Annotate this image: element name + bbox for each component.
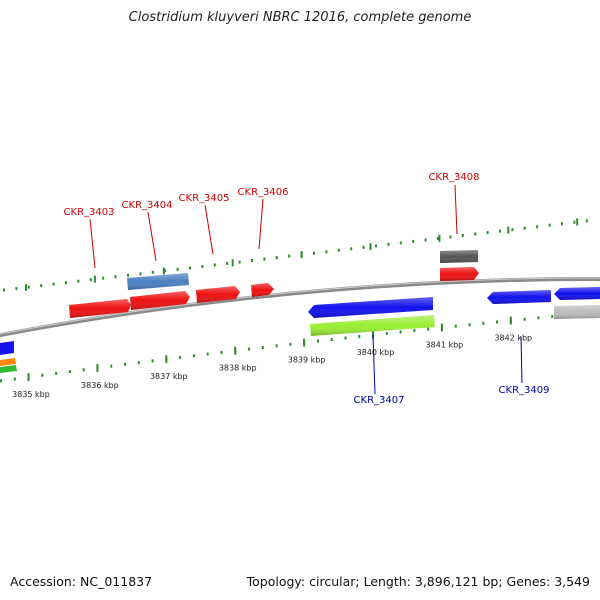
gene-leader-line — [454, 184, 458, 235]
gene-label: CKR_3409 — [499, 385, 550, 396]
gene-leader-line — [204, 204, 214, 255]
feature-blue-2[interactable] — [487, 290, 551, 304]
scale-labels: 3835 kbp 3836 kbp 3837 kbp 3838 kbp 3839 kbp… — [12, 334, 532, 400]
scale-label: 3837 kbp — [150, 372, 188, 381]
feature-green-left-edge[interactable] — [0, 365, 17, 373]
scale-label: 3839 kbp — [288, 356, 326, 365]
feature-darkgray-1[interactable] — [440, 250, 478, 263]
gene-label-leaders — [89, 184, 523, 395]
feature-lightgray-1[interactable] — [554, 305, 600, 319]
feature-blue-3[interactable] — [554, 287, 600, 300]
map-title: Clostridium kluyveri NBRC 12016, complet… — [128, 10, 472, 25]
gene-leader-line — [147, 211, 157, 262]
genome-backbone — [0, 277, 600, 338]
accession-text: Accession: NC_011837 — [10, 574, 153, 589]
feature-blue-1[interactable] — [308, 297, 433, 318]
feature-blue-left-edge[interactable] — [0, 341, 14, 355]
gene-label: CKR_3403 — [64, 207, 115, 218]
gene-label: CKR_3404 — [122, 200, 173, 211]
gene-label: CKR_3406 — [238, 187, 289, 198]
feature-red-1[interactable] — [69, 299, 131, 318]
scale-ticks-bottom — [0, 311, 595, 383]
scale-label: 3841 kbp — [426, 341, 464, 350]
gene-label: CKR_3408 — [429, 172, 480, 183]
feature-red-3[interactable] — [196, 286, 240, 303]
scale-label: 3835 kbp — [12, 390, 50, 399]
gene-leader-line — [520, 336, 523, 384]
scale-label: 3836 kbp — [81, 381, 119, 390]
feature-red-2[interactable] — [130, 291, 190, 310]
scale-ticks-top — [3, 218, 588, 292]
feature-orange-left-edge[interactable] — [0, 358, 16, 366]
gene-labels: CKR_3403 CKR_3404 CKR_3405 CKR_3406 CKR_3408… — [64, 172, 550, 406]
scale-label: 3842 kbp — [494, 334, 532, 343]
gene-label: CKR_3407 — [354, 395, 405, 406]
gene-leader-line — [89, 218, 96, 269]
feature-red-5[interactable] — [440, 267, 479, 281]
gene-leader-line — [258, 198, 264, 250]
genome-summary-text: Topology: circular; Length: 3,896,121 bp… — [246, 574, 590, 589]
gene-label: CKR_3405 — [179, 193, 230, 204]
feature-steelblue-1[interactable] — [127, 273, 189, 290]
gene-leader-line — [372, 334, 376, 395]
scale-label: 3838 kbp — [219, 364, 257, 373]
feature-lime-1[interactable] — [310, 315, 435, 336]
scale-label: 3840 kbp — [357, 348, 395, 357]
feature-red-4[interactable] — [251, 283, 274, 297]
